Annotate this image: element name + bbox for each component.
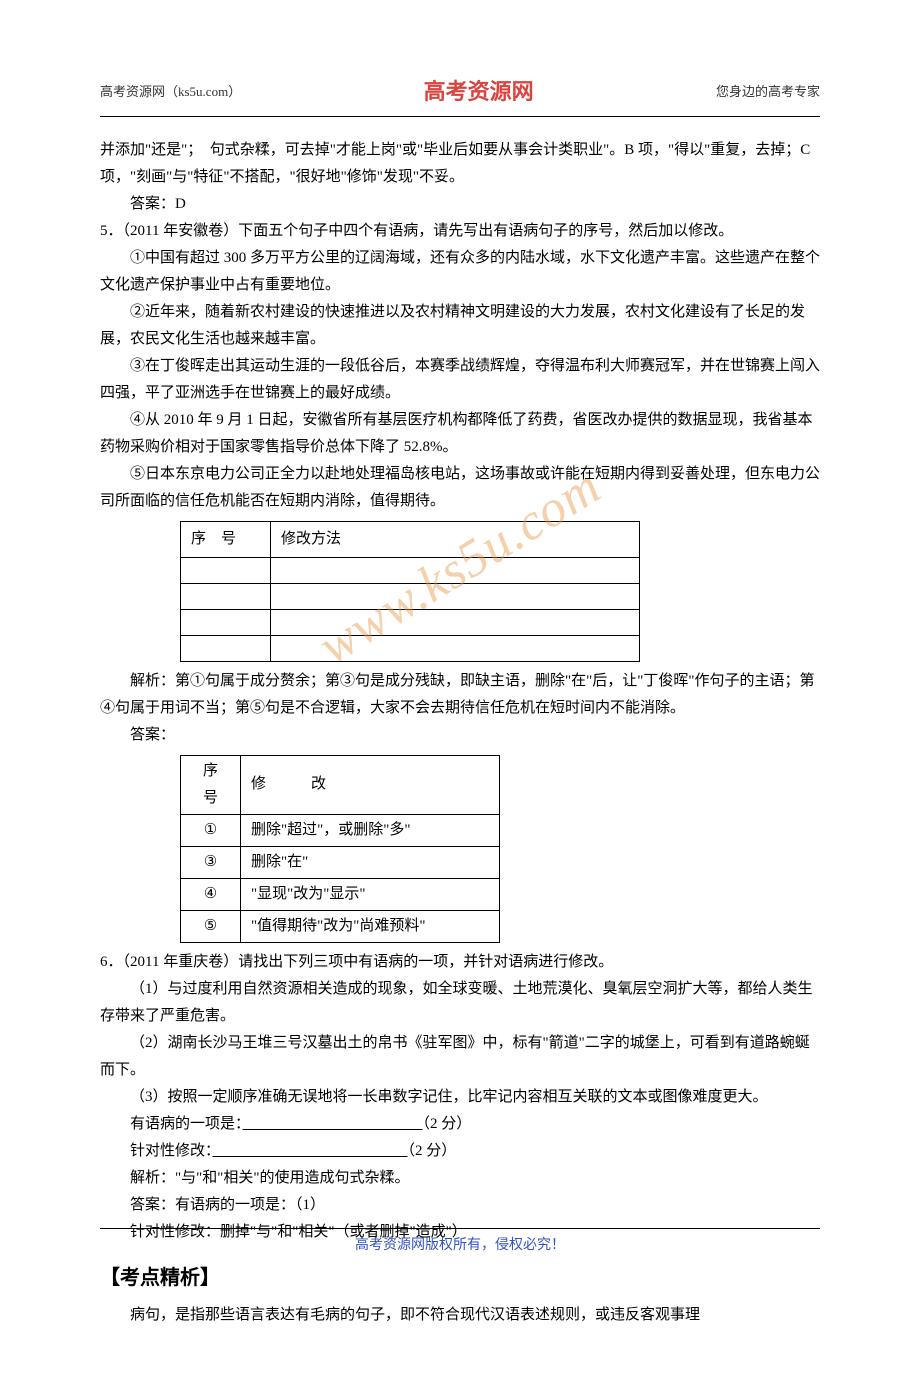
table-row xyxy=(181,635,640,661)
table-row xyxy=(181,583,640,609)
q6-item-3: （3）按照一定顺序准确无误地将一长串数字记住，比牢记内容相互关联的文本或图像难度… xyxy=(100,1084,820,1111)
table-row: ⑤"值得期待"改为"尚难预料" xyxy=(181,910,500,942)
q5-answer-table: 序 号 修 改 ①删除"超过"，或删除"多" ③删除"在" ④"显现"改为"显示… xyxy=(180,755,500,943)
q6-item-1: （1）与过度利用自然资源相关造成的现象，如全球变暖、土地荒漠化、臭氧层空洞扩大等… xyxy=(100,976,820,1030)
table-row: ④"显现"改为"显示" xyxy=(181,878,500,910)
q6-blank-2: 针对性修改： （2 分） xyxy=(100,1138,820,1165)
q5-analysis: 解析：第①句属于成分赘余；第③句是成分残缺，即缺主语，删除"在"后，让"丁俊晖"… xyxy=(100,668,820,722)
answer-d: 答案：D xyxy=(100,191,820,218)
q6-analysis: 解析："与"和"相关"的使用造成句式杂糅。 xyxy=(100,1165,820,1192)
q6-answer-1: 答案：有语病的一项是：（1） xyxy=(100,1192,820,1219)
q6-item-2: （2）湖南长沙马王堆三号汉墓出土的帛书《驻军图》中，标有"箭道"二字的城堡上，可… xyxy=(100,1030,820,1084)
table-row: ③删除"在" xyxy=(181,846,500,878)
table-row: 序 号 修改方法 xyxy=(181,521,640,557)
col-seq: 序 号 xyxy=(181,755,241,814)
q5-answer-label: 答案： xyxy=(100,722,820,749)
q5-item-5: ⑤日本东京电力公司正全力以赴地处理福岛核电站，这场事故或许能在短期内得到妥善处理… xyxy=(100,461,820,515)
header-title: 高考资源网 xyxy=(424,72,534,112)
q5-item-2: ②近年来，随着新农村建设的快速推进以及农村精神文明建设的大力发展，农村文化建设有… xyxy=(100,299,820,353)
q6-stem: 6．（2011 年重庆卷）请找出下列三项中有语病的一项，并针对语病进行修改。 xyxy=(100,949,820,976)
section-heading: 【考点精析】 xyxy=(100,1260,820,1296)
continuation-text: 并添加"还是"； 句式杂糅，可去掉"才能上岗"或"毕业后如要从事会计类职业"。B… xyxy=(100,137,820,191)
tail-paragraph: 病句，是指那些语言表达有毛病的句子，即不符合现代汉语表述规则，或违反客观事理 xyxy=(100,1302,820,1329)
q5-item-3: ③在丁俊晖走出其运动生涯的一段低谷后，本赛季战绩辉煌，夺得温布利大师赛冠军，并在… xyxy=(100,353,820,407)
table-row xyxy=(181,609,640,635)
table-row: ①删除"超过"，或删除"多" xyxy=(181,814,500,846)
col-method: 修改方法 xyxy=(271,521,640,557)
q5-stem: 5．（2011 年安徽卷）下面五个句子中四个有语病，请先写出有语病句子的序号，然… xyxy=(100,218,820,245)
header-tagline: 您身边的高考专家 xyxy=(716,80,820,103)
q5-blank-table: 序 号 修改方法 xyxy=(180,521,640,662)
q6-blank-1: 有语病的一项是： （2 分） xyxy=(100,1111,820,1138)
page-footer: 高考资源网版权所有，侵权必究！ xyxy=(100,1228,820,1258)
col-fix: 修 改 xyxy=(241,755,500,814)
col-seq: 序 号 xyxy=(181,521,271,557)
q5-item-4: ④从 2010 年 9 月 1 日起，安徽省所有基层医疗机构都降低了药费，省医改… xyxy=(100,407,820,461)
page-header: 高考资源网（ks5u.com） 高考资源网 您身边的高考专家 xyxy=(100,72,820,117)
table-row xyxy=(181,557,640,583)
header-source: 高考资源网（ks5u.com） xyxy=(100,80,241,103)
document-body: 并添加"还是"； 句式杂糅，可去掉"才能上岗"或"毕业后如要从事会计类职业"。B… xyxy=(100,137,820,1329)
q5-item-1: ①中国有超过 300 多万平方公里的辽阔海域，还有众多的内陆水域，水下文化遗产丰… xyxy=(100,245,820,299)
table-row: 序 号 修 改 xyxy=(181,755,500,814)
